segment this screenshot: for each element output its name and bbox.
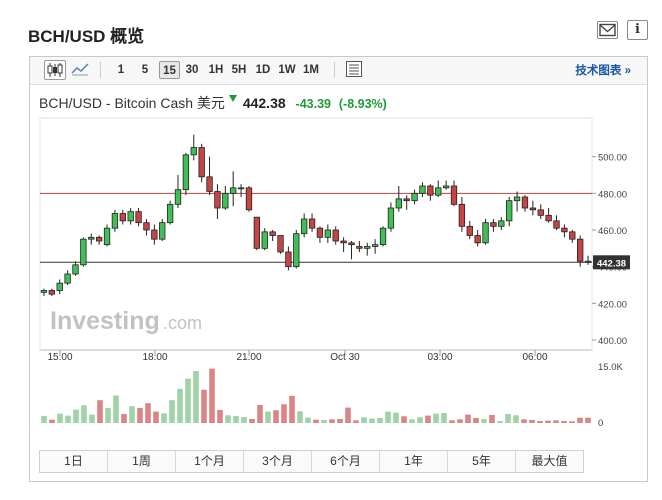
advanced-chart-link[interactable]: 技术图表 » <box>575 65 631 77</box>
interval-1m[interactable]: 1M <box>303 64 319 76</box>
range-1d[interactable]: 1日 <box>40 451 108 472</box>
interval-30[interactable]: 30 <box>185 64 199 76</box>
candlestick-type-button[interactable] <box>44 60 66 80</box>
interval-1w[interactable]: 1W <box>278 64 296 76</box>
candlestick-icon <box>47 63 63 77</box>
price-change: -43.39 <box>295 97 331 111</box>
interval-15[interactable]: 15 <box>159 61 180 79</box>
instrument-header: BCH/USD - Bitcoin Cash 美元 442.38 -43.39 … <box>39 93 387 113</box>
interval-1d[interactable]: 1D <box>255 64 271 76</box>
toolbar-divider <box>100 62 101 78</box>
range-3m[interactable]: 3个月 <box>244 451 312 472</box>
interval-5h[interactable]: 5H <box>231 64 247 76</box>
range-selector: 1日 1周 1个月 3个月 6个月 1年 5年 最大值 <box>39 450 584 473</box>
interval-1[interactable]: 1 <box>117 64 125 76</box>
chart-settings-icon <box>346 61 362 77</box>
last-price: 442.38 <box>242 95 286 111</box>
interval-1h[interactable]: 1H <box>208 64 224 76</box>
area-type-button[interactable] <box>70 60 92 80</box>
info-icon: i <box>635 22 640 37</box>
instrument-name: BCH/USD - Bitcoin Cash 美元 <box>39 95 225 111</box>
range-6m[interactable]: 6个月 <box>312 451 380 472</box>
mail-button[interactable] <box>597 21 618 39</box>
info-button[interactable]: i <box>627 20 648 40</box>
range-5y[interactable]: 5年 <box>448 451 516 472</box>
chart-settings-button[interactable] <box>344 60 366 80</box>
area-chart-icon <box>71 63 89 76</box>
range-1y[interactable]: 1年 <box>380 451 448 472</box>
range-1m[interactable]: 1个月 <box>176 451 244 472</box>
interval-5[interactable]: 5 <box>141 64 149 76</box>
mail-icon <box>599 23 616 37</box>
chart-widget <box>29 56 648 482</box>
page-title: BCH/USD 概览 <box>28 27 145 46</box>
price-down-icon <box>228 95 237 102</box>
range-1w[interactable]: 1周 <box>108 451 176 472</box>
price-change-percent: (-8.93%) <box>338 97 387 111</box>
range-max[interactable]: 最大值 <box>531 454 568 468</box>
toolbar-divider <box>334 62 335 78</box>
chart-toolbar: 1 5 15 30 1H 5H 1D 1W 1M 技术图表 » <box>30 57 647 85</box>
